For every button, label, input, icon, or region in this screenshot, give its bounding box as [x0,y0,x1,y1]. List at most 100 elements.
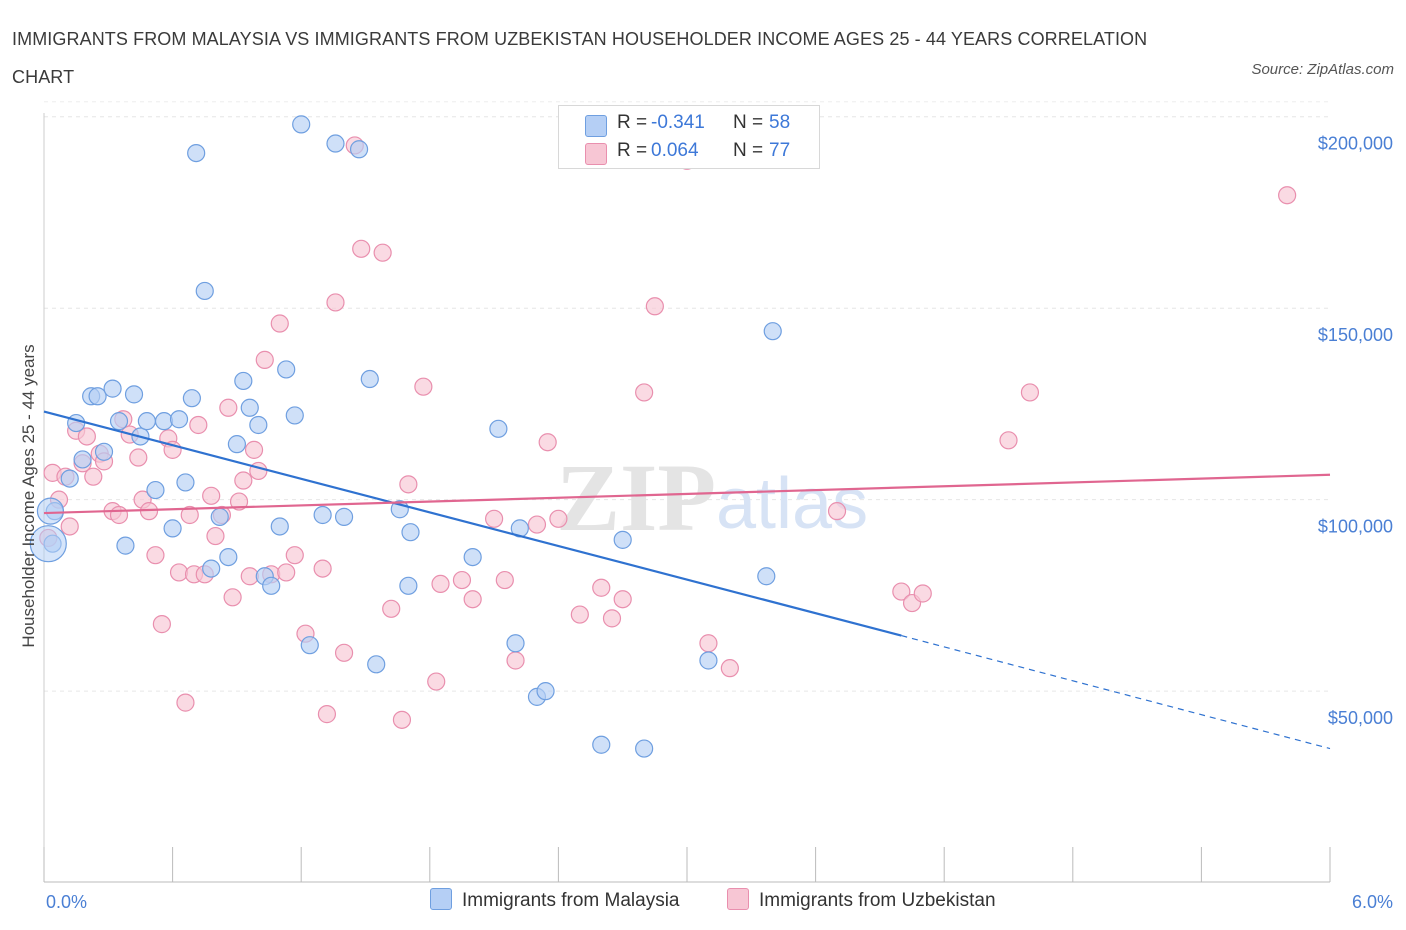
uzbekistan-point [373,243,392,262]
uzbekistan-point [223,588,242,607]
uzbekistan-point [234,471,253,490]
malaysia-point [240,398,259,417]
stats-legend: R = -0.341 N = 58 R = 0.064 N = 77 [558,105,820,169]
malaysia-point [399,576,418,595]
uzbekistan-point [270,314,289,333]
malaysia-point [182,389,201,408]
uzbekistan-point [77,427,96,446]
legend-item-uzbekistan: Immigrants from Uzbekistan [727,888,996,912]
malaysia-r-value: -0.341 [651,112,705,133]
uzbekistan-point [189,415,208,435]
uzbekistan-points [39,136,1297,729]
chart-source: Source: ZipAtlas.com [1251,61,1394,78]
uzbekistan-point [913,584,932,603]
malaysia-point [154,412,174,431]
uzbekistan-point [326,293,345,312]
malaysia-point [176,473,195,492]
malaysia-point [124,385,144,404]
uzbekistan-point [202,486,221,505]
uzbekistan-n-value: 77 [769,140,791,161]
malaysia-point [202,559,221,578]
malaysia-point [635,739,654,758]
tick-labels: $50,000 $100,000 $150,000 $200,000 0.0% 6.0% [46,134,1393,912]
malaysia-point [227,435,246,454]
uzbekistan-point [827,502,847,521]
malaysia-point [292,115,311,134]
malaysia-point [506,634,525,653]
malaysia-point [249,415,268,435]
uzbekistan-point [999,431,1018,450]
malaysia-point [757,567,776,586]
uzbekistan-point [317,705,337,724]
malaysia-point [137,412,156,431]
uzbekistan-r-value: 0.064 [651,140,699,161]
malaysia-trend-projection [901,635,1331,750]
malaysia-point [401,523,420,542]
uzbekistan-point [720,659,739,678]
y-axis-label: Householder Income Ages 25 - 44 years [19,344,38,647]
malaysia-n-value: 58 [769,112,791,133]
uzbekistan-point [206,526,225,546]
uzbekistan-point [60,517,79,536]
uzbekistan-point [382,599,401,618]
malaysia-point [367,655,386,674]
malaysia-point [277,360,296,379]
r-label: R = [617,112,648,133]
malaysia-point [67,413,86,433]
malaysia-legend-label: Immigrants from Malaysia [462,890,680,911]
malaysia-point [489,419,508,438]
malaysia-point [187,143,206,163]
uzbekistan-point [255,350,274,369]
legend-item-malaysia: Immigrants from Malaysia [430,888,680,912]
n-label: N = [733,140,764,161]
malaysia-point [210,507,229,526]
malaysia-point [313,505,332,525]
uzbekistan-point [334,643,354,662]
malaysia-point [349,140,369,159]
uzbekistan-point [645,297,664,316]
y-tick-label: $200,000 [1318,134,1393,154]
malaysia-point [195,281,214,301]
uzbekistan-point [495,570,514,590]
malaysia-point [285,406,304,425]
uzbekistan-point [180,505,199,525]
n-label: N = [733,112,764,133]
uzbekistan-point [570,605,589,624]
uzbekistan-point [613,590,632,609]
uzbekistan-point [485,509,504,528]
uzbekistan-point [399,475,418,494]
uzbekistan-point [129,448,148,467]
uzbekistan-point [313,559,332,578]
uzbekistan-point [146,546,165,565]
malaysia-point [60,469,79,488]
malaysia-point [463,548,482,567]
uzbekistan-point [352,239,371,258]
uzbekistan-point [527,515,547,534]
malaysia-point [326,134,345,153]
uzbekistan-point [1020,383,1040,402]
watermark: ZIP atlas [556,444,868,551]
watermark-atlas: atlas [716,464,868,544]
uzbekistan-legend-label: Immigrants from Uzbekistan [759,890,996,911]
y-tick-label: $100,000 [1318,517,1393,537]
malaysia-point [270,517,289,536]
malaysia-point-large [29,525,67,563]
uzbekistan-point [152,615,171,634]
uzbekistan-swatch [585,143,607,165]
uzbekistan-point [277,563,296,582]
uzbekistan-point [538,433,557,452]
malaysia-point [613,530,632,549]
malaysia-swatch [585,115,607,137]
uzbekistan-point [219,398,238,417]
malaysia-point [103,379,122,398]
uzbekistan-point [176,693,195,712]
uzbekistan-point [109,505,129,525]
chart-title: IMMIGRANTS FROM MALAYSIA VS IMMIGRANTS F… [12,29,1148,87]
uzbekistan-point [635,383,654,402]
malaysia-point [234,371,253,391]
malaysia-point [592,735,611,754]
malaysia-point [73,450,92,469]
malaysia-point [94,442,114,461]
malaysia-point [699,651,718,670]
